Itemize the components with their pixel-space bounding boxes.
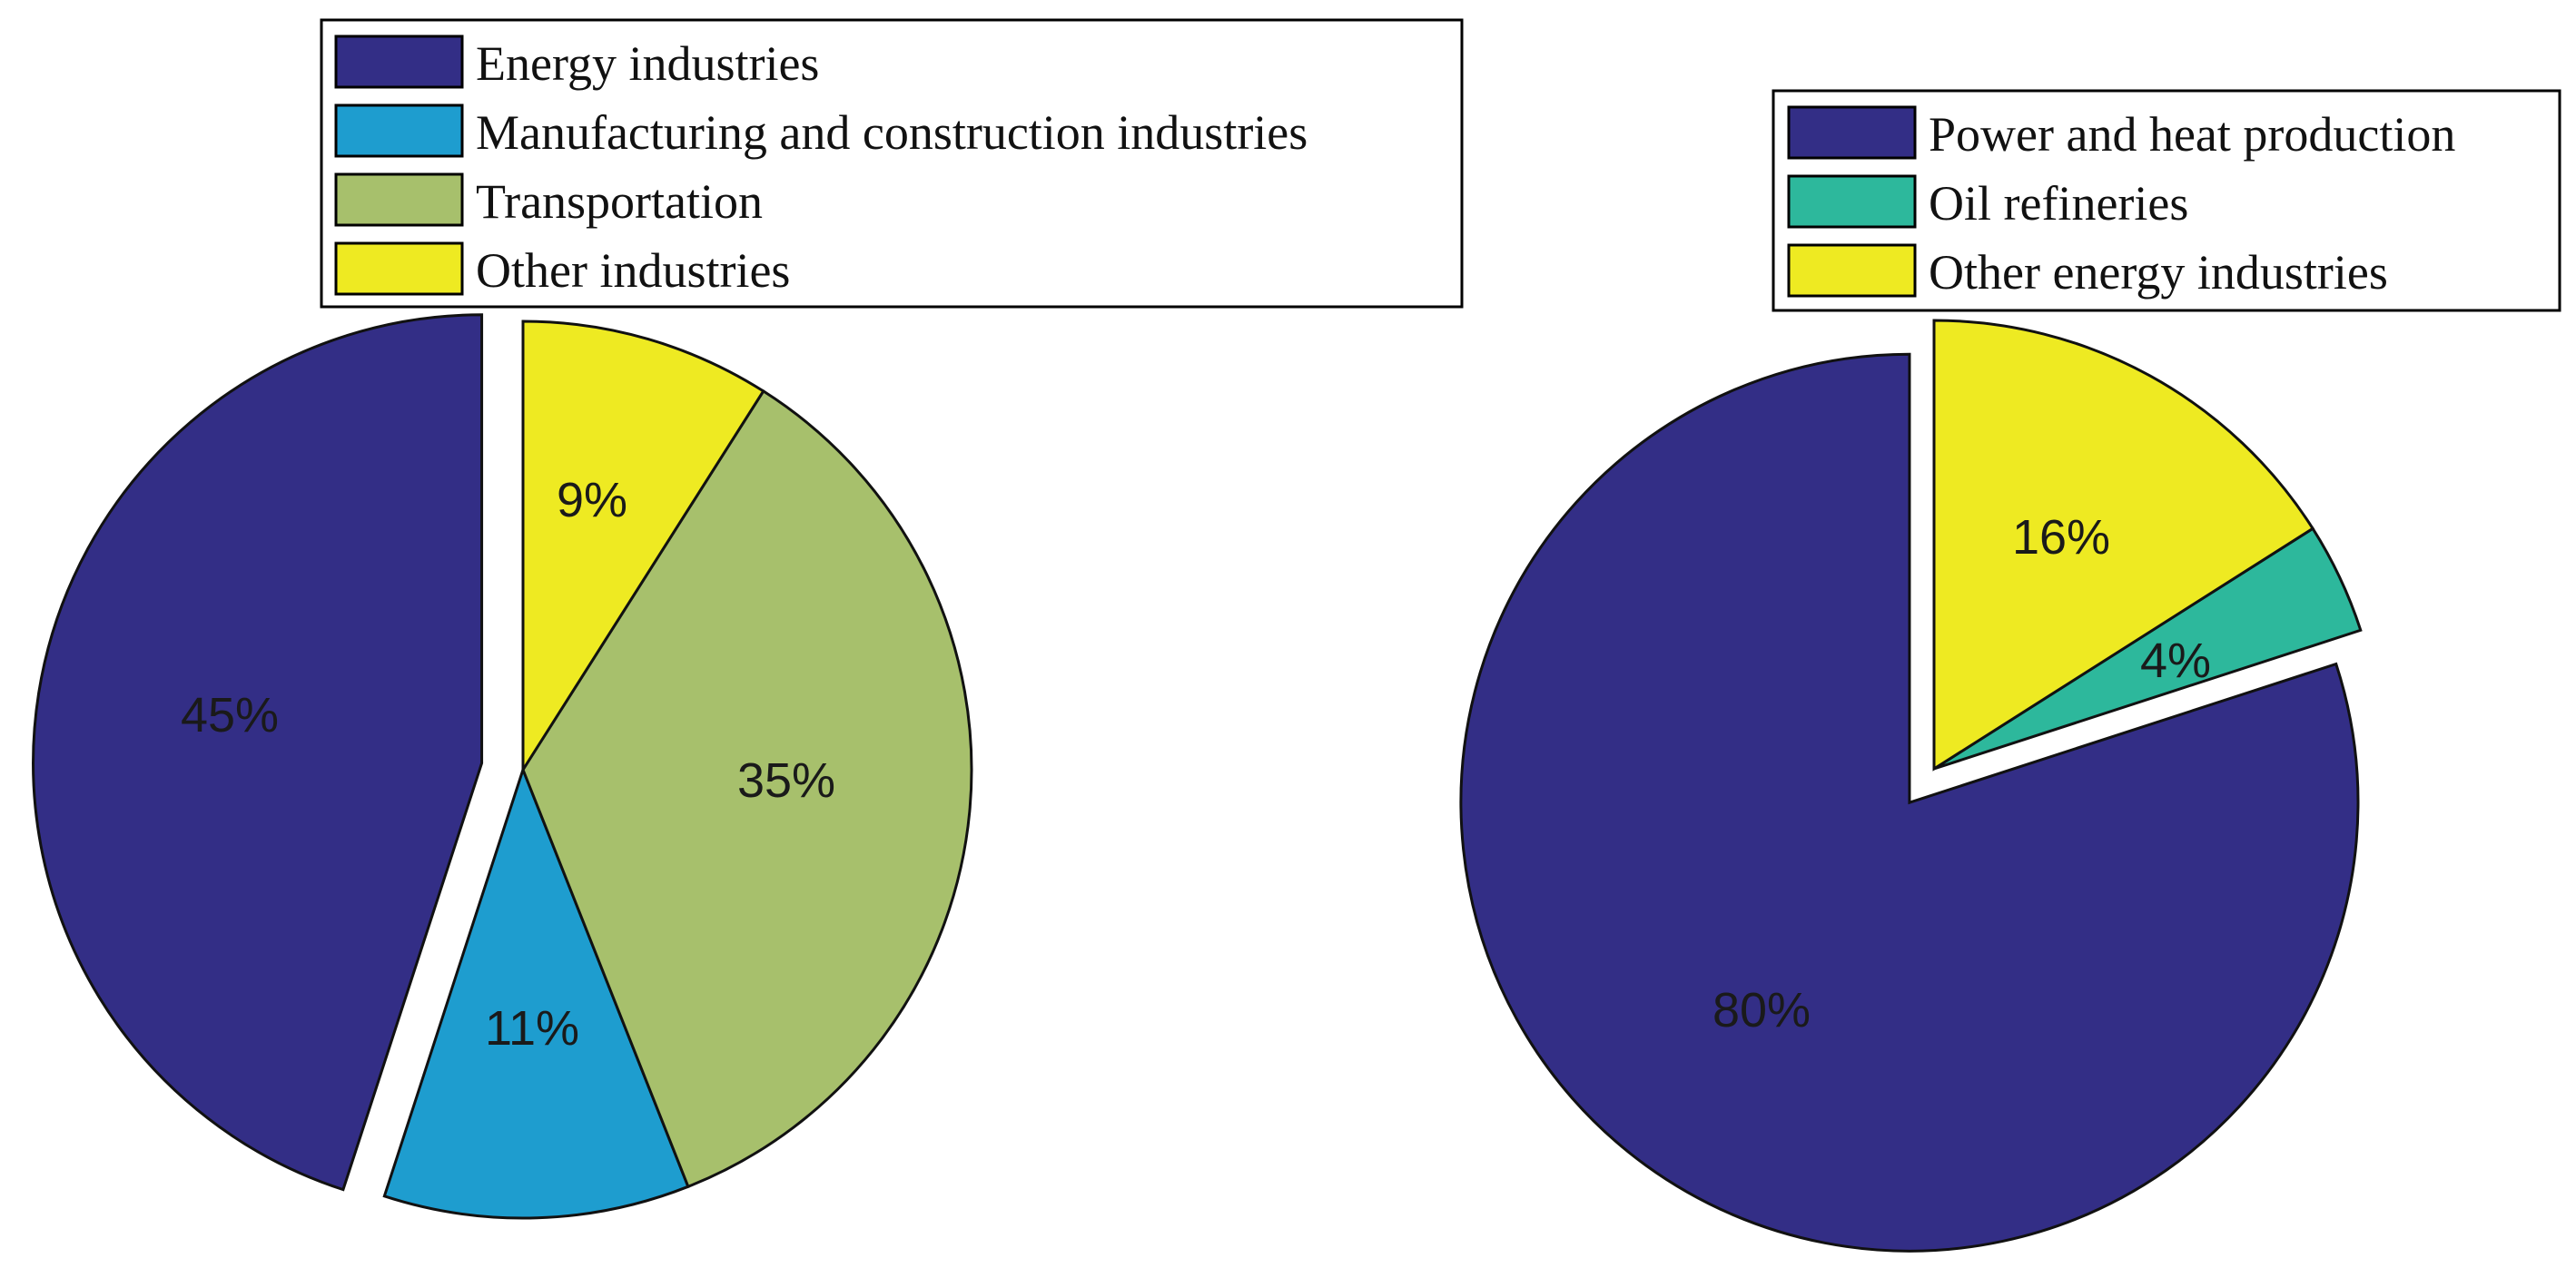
legend-swatch-power-heat-production: [1787, 105, 1917, 160]
legend-swatch-energy-industries: [334, 34, 464, 89]
legend-label-power-heat-production: Power and heat production: [1929, 107, 2455, 162]
legend-label-oil-refineries: Oil refineries: [1929, 176, 2188, 231]
label-power-heat-production: 80%: [1712, 983, 1811, 1037]
legend-sectors-frame: [320, 18, 1464, 309]
label-manufacturing-construction: 11%: [485, 1001, 579, 1056]
legend-label-transportation: Transportation: [476, 174, 763, 229]
slice-manufacturing-construction: [382, 765, 690, 1220]
pie-chart-sectors: 45% 11% 35% 9% Energy industries Manufac…: [32, 18, 1464, 1220]
slice-other-industries: [521, 320, 765, 775]
legend-swatch-other-energy-industries: [1787, 243, 1917, 298]
slice-other-energy-industries: [1932, 319, 2315, 772]
legend-sectors: Energy industries Manufacturing and cons…: [320, 18, 1464, 309]
pie-energy-slices: [1459, 319, 2363, 1253]
label-other-industries: 9%: [557, 473, 627, 527]
pie-energy-labels: 80% 4% 16%: [1712, 510, 2211, 1037]
legend-swatch-manufacturing-construction: [334, 103, 464, 158]
slice-transportation: [521, 388, 973, 1189]
legend-label-manufacturing-construction: Manufacturing and construction industrie…: [476, 105, 1308, 160]
label-energy-industries: 45%: [181, 688, 279, 742]
legend-label-other-industries: Other industries: [476, 243, 790, 298]
legend-energy: Power and heat production Oil refineries…: [1772, 89, 2561, 312]
label-other-energy-industries: 16%: [2012, 510, 2110, 565]
pie-sectors-slices: [32, 313, 973, 1220]
legend-label-other-energy-industries: Other energy industries: [1929, 245, 2388, 300]
label-transportation: 35%: [737, 753, 835, 808]
pie-sectors-labels: 45% 11% 35% 9%: [181, 473, 835, 1056]
legend-label-energy-industries: Energy industries: [476, 36, 819, 91]
legend-swatch-other-industries: [334, 241, 464, 296]
slice-energy-industries: [32, 313, 484, 1192]
legend-swatch-transportation: [334, 172, 464, 227]
legend-swatch-oil-refineries: [1787, 174, 1917, 229]
slice-power-heat-production: [1459, 352, 2360, 1253]
pie-chart-energy-breakdown: 80% 4% 16% Power and heat production Oil…: [1459, 89, 2561, 1253]
label-oil-refineries: 4%: [2140, 634, 2211, 688]
